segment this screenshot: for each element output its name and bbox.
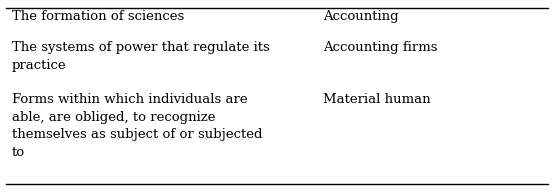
Text: The systems of power that regulate its
practice: The systems of power that regulate its p…: [12, 41, 270, 71]
Text: Accounting firms: Accounting firms: [323, 41, 438, 54]
Text: Accounting: Accounting: [323, 10, 399, 23]
Text: The formation of sciences: The formation of sciences: [12, 10, 184, 23]
Text: Forms within which individuals are
able, are obliged, to recognize
themselves as: Forms within which individuals are able,…: [12, 93, 263, 159]
Text: Material human: Material human: [323, 93, 431, 106]
